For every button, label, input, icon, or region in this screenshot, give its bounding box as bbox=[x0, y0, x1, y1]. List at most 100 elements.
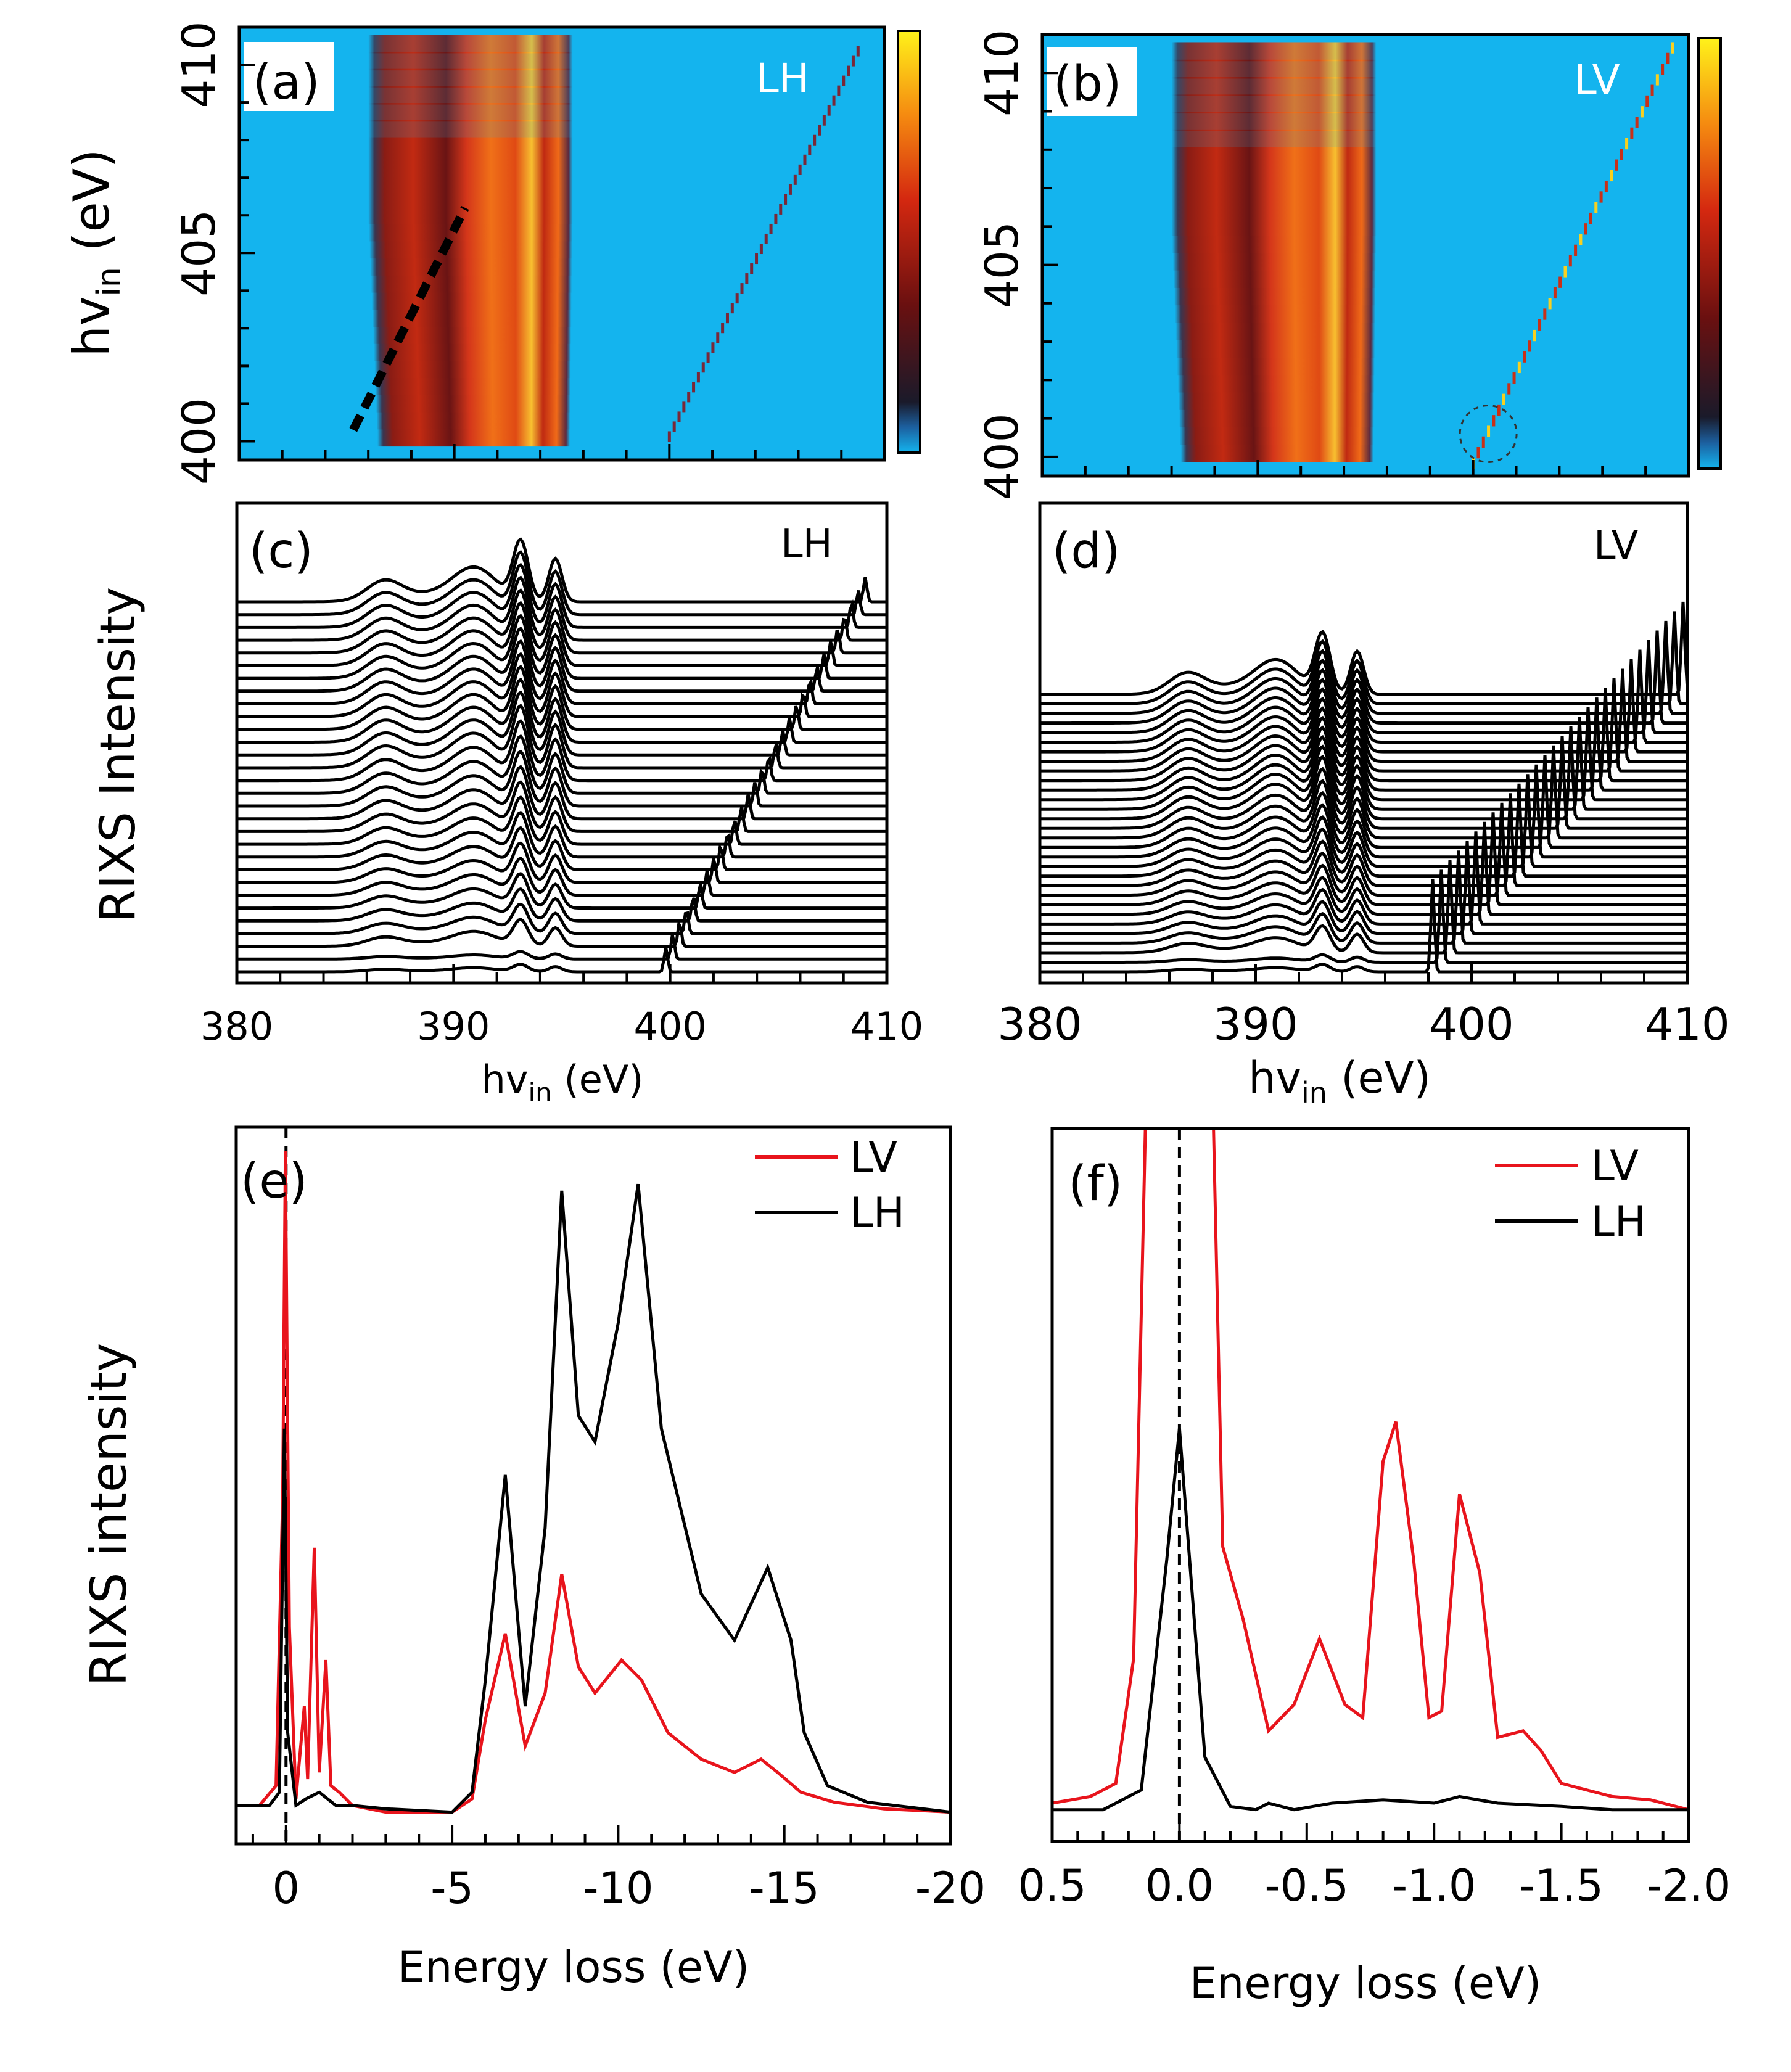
elastic-segment bbox=[1481, 436, 1485, 448]
elastic-segment bbox=[774, 213, 778, 224]
x-tick-label: -2.0 bbox=[1647, 1860, 1731, 1911]
heatmap-strip bbox=[371, 274, 572, 293]
waterfall-trace bbox=[1040, 707, 1687, 802]
panel-e-frame bbox=[234, 1125, 952, 1846]
panel-a-xticks bbox=[238, 444, 886, 460]
elastic-segment bbox=[1589, 212, 1592, 224]
waterfall-trace bbox=[237, 537, 887, 604]
x-tick-label: 400 bbox=[633, 1004, 706, 1049]
waterfall-trace bbox=[237, 639, 887, 705]
panel-c-frame bbox=[235, 501, 889, 985]
elastic-segment bbox=[1599, 191, 1603, 203]
elastic-segment bbox=[1625, 138, 1629, 150]
panel-b-frame bbox=[1040, 33, 1690, 478]
panel-c-xlabel: hvin (eV) bbox=[482, 1057, 644, 1108]
elastic-segment bbox=[1645, 95, 1649, 107]
waterfall-trace bbox=[237, 690, 887, 757]
x-tick-label: 380 bbox=[997, 998, 1082, 1050]
heatmap-strip bbox=[1173, 269, 1376, 288]
elastic-segment bbox=[750, 263, 754, 274]
waterfall-trace bbox=[1040, 697, 1687, 792]
elastic-segment bbox=[1517, 361, 1521, 374]
hv-in-axis-label: hvin (eV) bbox=[63, 149, 128, 356]
panel-b-xticks bbox=[1041, 460, 1690, 476]
heatmap-strip bbox=[368, 68, 573, 88]
waterfall-trace bbox=[237, 734, 887, 795]
panel-e-xticks: 0 -5 -10 -15 -20 bbox=[251, 1825, 986, 1914]
elastic-segment bbox=[1584, 223, 1587, 235]
elastic-segment bbox=[856, 46, 860, 57]
heatmap-strip bbox=[1175, 321, 1375, 340]
y-tick-label: 405 bbox=[976, 221, 1029, 308]
elastic-segment bbox=[837, 85, 841, 96]
panel-b-yticks: 400 405 410 bbox=[976, 30, 1058, 500]
elastic-segment bbox=[667, 431, 671, 442]
elastic-segment bbox=[1523, 351, 1526, 363]
waterfall-trace bbox=[1040, 841, 1687, 935]
heatmap-strip bbox=[1171, 199, 1377, 218]
elastic-segment bbox=[1661, 64, 1665, 75]
heatmap-strip bbox=[1171, 42, 1377, 62]
panel-f-legend-lv: LV bbox=[1591, 1142, 1639, 1191]
waterfall-trace bbox=[237, 934, 887, 961]
panel-e-series-lh bbox=[236, 1183, 950, 1814]
y-tick-label: 400 bbox=[173, 398, 226, 485]
waterfall-trace bbox=[1040, 668, 1687, 763]
elastic-segment bbox=[818, 125, 821, 136]
elastic-segment bbox=[813, 134, 817, 146]
waterfall-trace bbox=[1040, 774, 1687, 868]
elastic-segment bbox=[764, 233, 768, 244]
waterfall-trace bbox=[237, 841, 887, 884]
rixs-intensity-label-cd: RIXS Intensity bbox=[91, 587, 146, 923]
waterfall-trace bbox=[237, 704, 887, 770]
panel-d-traces bbox=[1040, 601, 1689, 974]
panel-a-pol: LH bbox=[756, 55, 809, 102]
heatmap-strip bbox=[368, 137, 573, 156]
waterfall-trace bbox=[1040, 726, 1687, 821]
waterfall-trace bbox=[237, 857, 887, 897]
panel-f-xlabel: Energy loss (eV) bbox=[1190, 1958, 1541, 2008]
heatmap-strip bbox=[368, 154, 573, 173]
panel-a-dashed-guide bbox=[349, 205, 469, 432]
heatmap-strip bbox=[369, 223, 573, 242]
elastic-segment bbox=[711, 342, 715, 353]
heatmap-strip bbox=[368, 35, 573, 54]
heatmap-strip bbox=[1171, 77, 1377, 96]
waterfall-trace bbox=[1040, 870, 1687, 964]
elastic-segment bbox=[745, 273, 749, 284]
panel-c-pol: LH bbox=[781, 522, 833, 567]
elastic-segment bbox=[1528, 340, 1531, 352]
heatmap-strip bbox=[1171, 59, 1377, 79]
panel-b-tag-box bbox=[1047, 47, 1137, 116]
heatmap-strip bbox=[368, 103, 573, 122]
elastic-segment bbox=[1650, 84, 1654, 96]
heatmap-strip bbox=[376, 393, 570, 413]
x-tick-label: -20 bbox=[915, 1863, 986, 1914]
elastic-segment bbox=[779, 204, 783, 215]
elastic-segment bbox=[1655, 74, 1659, 86]
elastic-segment bbox=[798, 164, 802, 175]
y-tick-label: 410 bbox=[173, 21, 226, 108]
elastic-segment bbox=[1640, 106, 1644, 118]
panel-e-legend-lv: LV bbox=[850, 1133, 897, 1182]
waterfall-trace bbox=[237, 947, 887, 974]
waterfall-trace bbox=[1040, 717, 1687, 811]
x-tick-label: 400 bbox=[1429, 998, 1513, 1050]
elastic-segment bbox=[851, 56, 855, 67]
waterfall-trace bbox=[1040, 793, 1687, 887]
panel-f-frame bbox=[1050, 1127, 1690, 1843]
waterfall-trace bbox=[237, 601, 887, 667]
elastic-segment bbox=[701, 362, 705, 373]
panel-b-pol: LV bbox=[1574, 56, 1620, 104]
heatmap-strip bbox=[376, 411, 570, 430]
waterfall-trace bbox=[1040, 860, 1687, 955]
elastic-segment bbox=[1574, 244, 1578, 256]
panel-b-elastic-line bbox=[1472, 42, 1674, 469]
heatmap-strip bbox=[1171, 129, 1377, 149]
panel-a-yticks: 400 405 410 bbox=[173, 21, 255, 485]
waterfall-trace bbox=[237, 562, 887, 629]
waterfall-trace bbox=[1040, 630, 1687, 725]
elastic-segment bbox=[755, 253, 759, 265]
elastic-segment bbox=[1543, 308, 1547, 320]
elastic-segment bbox=[730, 303, 734, 314]
